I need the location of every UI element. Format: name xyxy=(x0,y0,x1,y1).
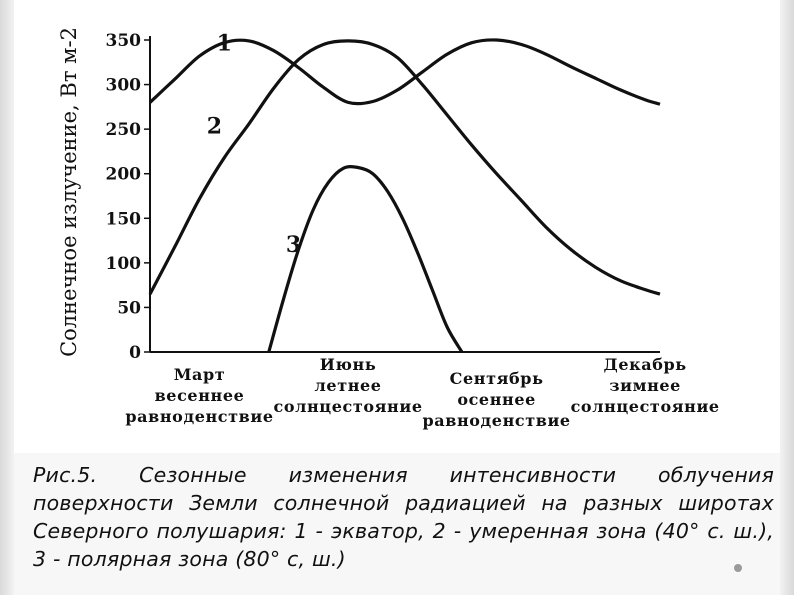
series-line-2 xyxy=(148,39,661,296)
y-ticks: 0 50 100 150 200 250 300 350 xyxy=(106,31,150,363)
x-label-text: солнцестояние xyxy=(273,397,422,416)
y-tick-label: 0 xyxy=(129,343,141,363)
series-label-3: 3 xyxy=(286,232,301,258)
series-line-1 xyxy=(148,38,661,106)
x-label-text: летнее xyxy=(315,376,382,395)
y-tick-label: 350 xyxy=(106,31,142,51)
y-tick-label: 300 xyxy=(106,76,142,96)
x-axis-labels: Март весеннее равноденствие Июнь летнее солнц… xyxy=(125,355,719,430)
series-label-1: 1 xyxy=(217,31,232,57)
series-line-3 xyxy=(267,165,464,353)
x-label-text: равноденствие xyxy=(125,407,273,426)
x-label-text: солнцестояние xyxy=(571,397,720,416)
y-tick-label: 250 xyxy=(106,120,142,140)
series-label-2: 2 xyxy=(207,114,222,140)
x-label-text: зимнее xyxy=(609,376,681,395)
x-label-text: Декабрь xyxy=(604,355,687,374)
solar-radiation-chart: 0 50 100 150 200 250 300 350 1 2 3 Март весеннее ра… xyxy=(57,27,719,430)
y-tick-label: 100 xyxy=(106,254,142,274)
slide-right-edge xyxy=(780,0,794,595)
x-label-text: Сентябрь xyxy=(450,369,544,388)
caption-area xyxy=(14,453,780,595)
figure-area xyxy=(14,0,780,453)
x-label-text: равноденствие xyxy=(422,411,570,430)
series-labels: 1 2 3 xyxy=(207,31,302,258)
chart-axes xyxy=(149,36,660,353)
y-axis-label: Солнечное излучение, Вт м-2 xyxy=(57,27,81,357)
y-tick-label: 200 xyxy=(106,165,142,185)
y-tick-label: 150 xyxy=(106,209,142,229)
y-tick-label: 50 xyxy=(117,298,141,318)
x-label-text: Март xyxy=(174,365,226,384)
x-label-text: весеннее xyxy=(155,386,245,405)
x-label-text: Июнь xyxy=(320,355,377,374)
figure-caption: Рис.5. Сезонные изменения интенсивности … xyxy=(33,463,774,571)
slide-bullet-dot xyxy=(734,564,742,572)
x-label-text: осеннее xyxy=(457,390,536,409)
series-lines xyxy=(148,38,661,353)
slide-left-edge xyxy=(0,0,14,595)
